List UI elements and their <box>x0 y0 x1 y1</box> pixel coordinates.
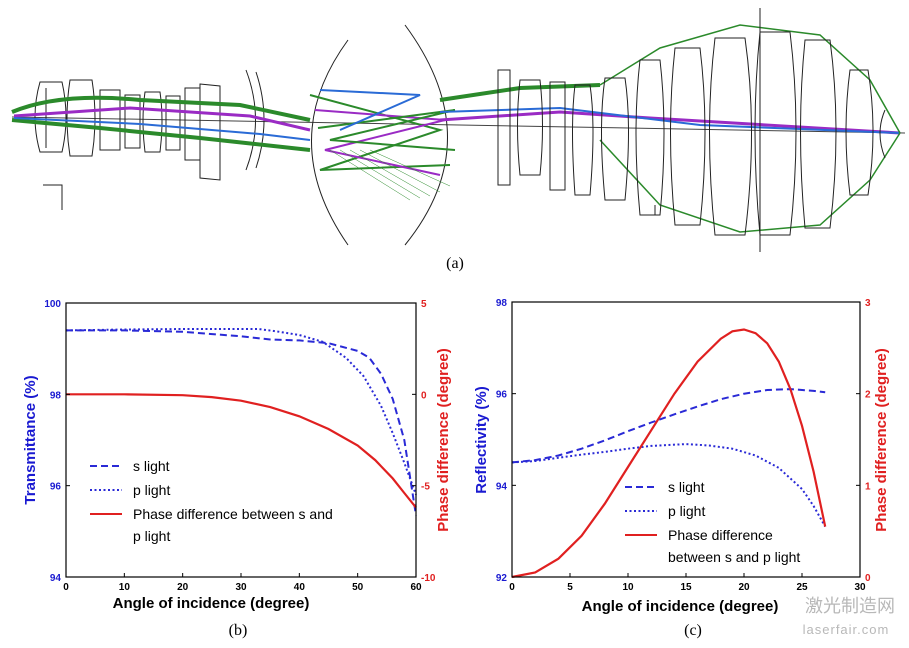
panel-b-y2-tick-label: 0 <box>421 390 427 401</box>
watermark-cn: 激光制造网 <box>805 596 895 616</box>
right-envelope <box>599 24 901 233</box>
panel-b-legend-phase-line-2: p light <box>133 528 170 544</box>
panel-c-legend: s light p light Phase difference between… <box>625 479 800 565</box>
panel-b-tick-layer: 0 10 20 30 40 50 60 94 96 98 100 -10 -5 0 5 <box>44 299 436 593</box>
panel-c-legend-s-light: s light <box>668 479 705 495</box>
panel-c-series-0 <box>511 388 826 464</box>
right-ray-bundle <box>439 83 901 135</box>
panel-c-y2-tick-label: 2 <box>865 390 871 401</box>
panel-b-legend-s-light: s light <box>133 458 170 474</box>
fold-ray-fan <box>329 149 451 201</box>
panel-b-y2-axis-label: Phase difference (degree) <box>435 348 452 531</box>
panel-c-legend-phase-line-1: Phase difference <box>668 527 773 543</box>
panel-c-y-tick-label: 98 <box>496 298 508 309</box>
panel-c-y2-axis-label: Phase difference (degree) <box>873 348 890 531</box>
panel-c-x-tick-label: 5 <box>567 582 573 593</box>
panel-c-y2-tick-label: 3 <box>865 298 871 309</box>
panel-b-y2-tick-label: 5 <box>421 299 427 310</box>
panel-b-legend-phase: Phase difference between s and p light <box>133 506 337 544</box>
panel-b-x-tick-label: 40 <box>294 582 306 593</box>
panel-b-x-tick-label: 50 <box>352 582 364 593</box>
panel-c-x-axis-label: Angle of incidence (degree) <box>582 598 779 615</box>
panel-b-y-tick-label: 96 <box>50 482 62 493</box>
panel-b-legend-phase-line-1: Phase difference between s and <box>133 506 333 522</box>
panel-b-y-tick-label: 98 <box>50 390 62 401</box>
panel-c-y-axis-label: Reflectivity (%) <box>473 386 490 494</box>
panel-c-x-tick-label: 25 <box>796 582 808 593</box>
panel-b-x-axis-label: Angle of incidence (degree) <box>113 595 310 612</box>
panel-c-y2-tick-label: 1 <box>865 481 871 492</box>
panel-c-y-tick-label: 94 <box>496 481 508 492</box>
panel-b-x-tick-label: 60 <box>410 582 422 593</box>
panel-b-legend: s light p light Phase difference between… <box>90 458 337 544</box>
panel-c-label: (c) <box>684 622 702 639</box>
panel-c-x-tick-label: 0 <box>509 582 515 593</box>
chart-panel-b: 0 10 20 30 40 50 60 94 96 98 100 -10 -5 0 5 Angle of i… <box>22 299 452 639</box>
fold-rays <box>309 89 456 176</box>
panel-b-x-tick-label: 30 <box>235 582 247 593</box>
optical-axis <box>11 116 906 134</box>
panel-c-y-tick-label: 92 <box>496 573 508 584</box>
panel-a-label: (a) <box>446 255 464 272</box>
left-ray-bundle <box>11 95 311 152</box>
panel-b-series-2 <box>66 393 417 509</box>
panel-c-legend-phase: Phase difference between s and p light <box>668 527 800 565</box>
chart-panel-c: 0 5 10 15 20 25 30 92 94 96 98 0 1 2 3 Angle of incide… <box>473 298 890 639</box>
panel-c-x-tick-label: 15 <box>680 582 692 593</box>
panel-b-y2-tick-label: -5 <box>421 482 430 493</box>
panel-c-tick-layer: 0 5 10 15 20 25 30 92 94 96 98 0 1 2 3 <box>496 298 871 593</box>
panel-b-y-axis-label: Transmittance (%) <box>22 375 39 504</box>
panel-b-series-0 <box>66 329 417 516</box>
panel-c-x-tick-label: 10 <box>622 582 634 593</box>
panel-b-x-tick-label: 20 <box>177 582 189 593</box>
panel-c-series-layer <box>511 328 827 579</box>
panel-b-label: (b) <box>229 622 248 639</box>
optical-system-diagram: (a) <box>11 8 906 272</box>
panel-c-series-1 <box>511 443 827 528</box>
panel-b-x-tick-label: 0 <box>63 582 69 593</box>
panel-b-series-1 <box>65 328 417 496</box>
right-lens-group <box>497 8 886 252</box>
panel-c-legend-phase-line-2: between s and p light <box>668 549 800 565</box>
panel-c-y-tick-label: 96 <box>496 390 508 401</box>
panel-b-legend-p-light: p light <box>133 482 170 498</box>
panel-b-series-layer <box>65 328 417 516</box>
panel-b-plot-frame <box>65 302 417 578</box>
panel-b-y-tick-label: 100 <box>44 299 61 310</box>
fold-mirror-arcs <box>311 24 448 246</box>
panel-b-y2-tick-label: -10 <box>421 573 436 584</box>
panel-c-series-2 <box>511 328 827 579</box>
watermark-url: laserfair.com <box>803 622 890 637</box>
panel-c-legend-p-light: p light <box>668 503 705 519</box>
watermark: 激光制造网 laserfair.com <box>803 596 895 637</box>
panel-c-y2-tick-label: 0 <box>865 573 871 584</box>
panel-c-x-tick-label: 30 <box>854 582 866 593</box>
panel-b-x-tick-label: 10 <box>119 582 131 593</box>
panel-b-y-tick-label: 94 <box>50 573 62 584</box>
panel-c-x-tick-label: 20 <box>738 582 750 593</box>
